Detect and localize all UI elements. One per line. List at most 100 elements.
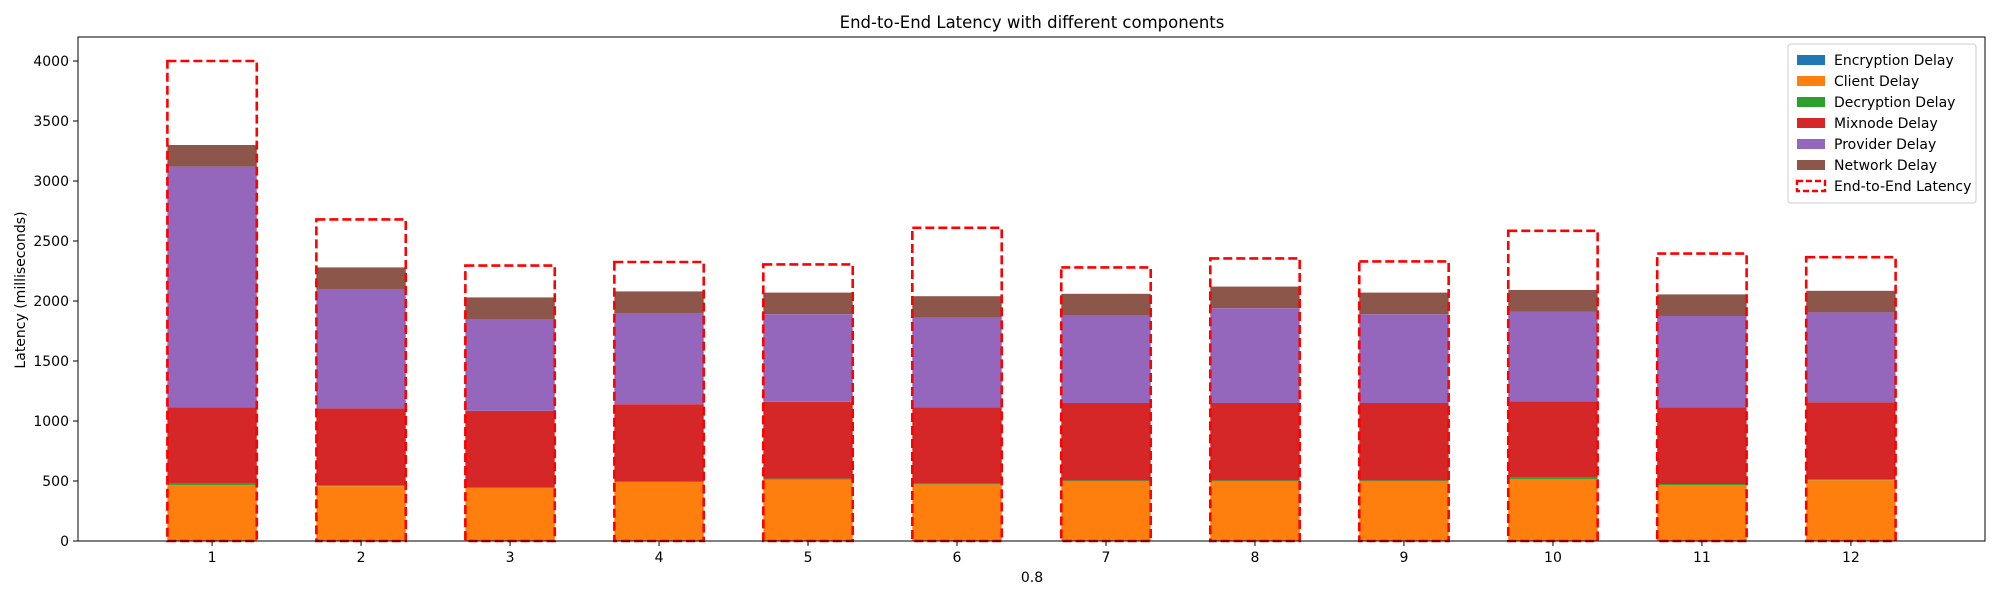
bar-segment-4-category-2: [316, 408, 405, 485]
bar-segment-5-category-7: [1061, 315, 1150, 403]
y-tick-label-8: 3500: [33, 114, 69, 130]
bar-segment-5-category-5: [763, 314, 852, 402]
legend-swatch-2: [1797, 76, 1825, 86]
bar-segment-5-category-10: [1508, 312, 1597, 402]
y-tick-label-5: 2000: [33, 294, 69, 310]
bar-segment-4-category-4: [614, 404, 703, 481]
x-tick-label-1: 1: [208, 550, 217, 566]
bar-segment-5-category-9: [1359, 314, 1448, 403]
bar-segment-6-category-4: [614, 291, 703, 313]
chart-title: End-to-End Latency with different compon…: [840, 13, 1225, 32]
bar-segment-3-category-9: [1359, 480, 1448, 481]
bar-segment-2-category-6: [912, 484, 1001, 540]
x-tick-label-6: 6: [953, 550, 962, 566]
legend-label-4: Mixnode Delay: [1834, 116, 1938, 132]
x-tick-label-9: 9: [1400, 550, 1409, 566]
legend-label-5: Provider Delay: [1834, 137, 1936, 153]
bar-segment-6-category-9: [1359, 293, 1448, 315]
x-axis-label: 0.8: [1021, 570, 1043, 586]
bar-segment-4-category-1: [167, 408, 256, 484]
bar-segment-3-category-12: [1806, 479, 1895, 480]
bar-segment-3-category-5: [763, 479, 852, 480]
bar-segment-2-category-2: [316, 486, 405, 541]
x-tick-label-12: 12: [1842, 550, 1860, 566]
bar-segment-5-category-12: [1806, 312, 1895, 402]
x-tick-label-3: 3: [506, 550, 515, 566]
y-tick-label-2: 500: [42, 474, 69, 490]
x-tick-label-4: 4: [655, 550, 664, 566]
bar-segment-4-category-3: [465, 411, 554, 487]
bar-segment-3-category-4: [614, 481, 703, 482]
bar-segment-5-category-8: [1210, 308, 1299, 403]
bar-segment-6-category-11: [1657, 294, 1746, 316]
y-tick-label-4: 1500: [33, 354, 69, 370]
x-tick-label-10: 10: [1544, 550, 1562, 566]
bar-segment-4-category-8: [1210, 403, 1299, 480]
bar-segment-5-category-1: [167, 167, 256, 408]
legend-label-6: Network Delay: [1834, 158, 1937, 174]
bar-segment-3-category-2: [316, 485, 405, 486]
bar-segment-5-category-6: [912, 318, 1001, 407]
bar-segment-6-category-7: [1061, 294, 1150, 316]
bar-segment-6-category-3: [465, 297, 554, 319]
x-tick-label-8: 8: [1251, 550, 1260, 566]
bar-segment-5-category-3: [465, 319, 554, 411]
bar-segment-3-category-8: [1210, 480, 1299, 481]
bar-segment-2-category-3: [465, 488, 554, 541]
bar-segment-3-category-1: [167, 484, 256, 485]
legend-label-7: End-to-End Latency: [1834, 179, 1971, 195]
bar-segment-4-category-12: [1806, 402, 1895, 479]
bar-segment-4-category-9: [1359, 403, 1448, 480]
bar-segment-3-category-7: [1061, 480, 1150, 481]
bar-segment-5-category-11: [1657, 316, 1746, 407]
bar-segment-4-category-5: [763, 402, 852, 479]
bar-segment-4-category-7: [1061, 403, 1150, 480]
bar-segment-2-category-12: [1806, 480, 1895, 541]
bar-segment-5-category-4: [614, 313, 703, 404]
x-tick-label-7: 7: [1102, 550, 1111, 566]
y-tick-label-9: 4000: [33, 54, 69, 70]
bar-segment-4-category-11: [1657, 407, 1746, 484]
y-tick-label-3: 1000: [33, 414, 69, 430]
bar-segment-6-category-1: [167, 145, 256, 167]
bar-segment-4-category-10: [1508, 402, 1597, 478]
bar-segment-2-category-4: [614, 482, 703, 541]
y-axis-label: Latency (milliseconds): [13, 211, 29, 368]
x-tick-label-2: 2: [357, 550, 366, 566]
legend-swatch-4: [1797, 118, 1825, 128]
y-tick-label-6: 2500: [33, 234, 69, 250]
y-tick-label-7: 3000: [33, 174, 69, 190]
bar-segment-2-category-1: [167, 485, 256, 541]
x-tick-label-5: 5: [804, 550, 813, 566]
bar-segment-6-category-6: [912, 296, 1001, 318]
legend-swatch-1: [1797, 55, 1825, 65]
bar-segment-2-category-11: [1657, 485, 1746, 541]
x-tick-label-11: 11: [1693, 550, 1711, 566]
bar-segment-6-category-5: [763, 293, 852, 315]
legend-swatch-3: [1797, 97, 1825, 107]
bar-segment-5-category-2: [316, 289, 405, 408]
bar-segment-3-category-6: [912, 483, 1001, 484]
legend-swatch-6: [1797, 160, 1825, 170]
bar-segment-2-category-8: [1210, 481, 1299, 540]
bar-segment-3-category-10: [1508, 478, 1597, 479]
bar-segment-4-category-6: [912, 407, 1001, 483]
legend-label-2: Client Delay: [1834, 74, 1919, 90]
bar-segment-6-category-12: [1806, 291, 1895, 313]
bar-segment-3-category-3: [465, 487, 554, 488]
legend: Encryption Delay Client Delay Decryption D…: [1788, 44, 1976, 203]
bar-segment-2-category-10: [1508, 479, 1597, 541]
bar-segment-6-category-10: [1508, 290, 1597, 312]
bar-segment-6-category-8: [1210, 287, 1299, 309]
bar-segment-2-category-5: [763, 480, 852, 541]
legend-label-3: Decryption Delay: [1834, 95, 1955, 111]
legend-swatch-5: [1797, 139, 1825, 149]
legend-label-1: Encryption Delay: [1834, 53, 1954, 69]
bar-segment-2-category-7: [1061, 481, 1150, 540]
bar-segment-2-category-9: [1359, 481, 1448, 540]
bar-segment-3-category-11: [1657, 484, 1746, 485]
bar-segment-6-category-2: [316, 267, 405, 289]
